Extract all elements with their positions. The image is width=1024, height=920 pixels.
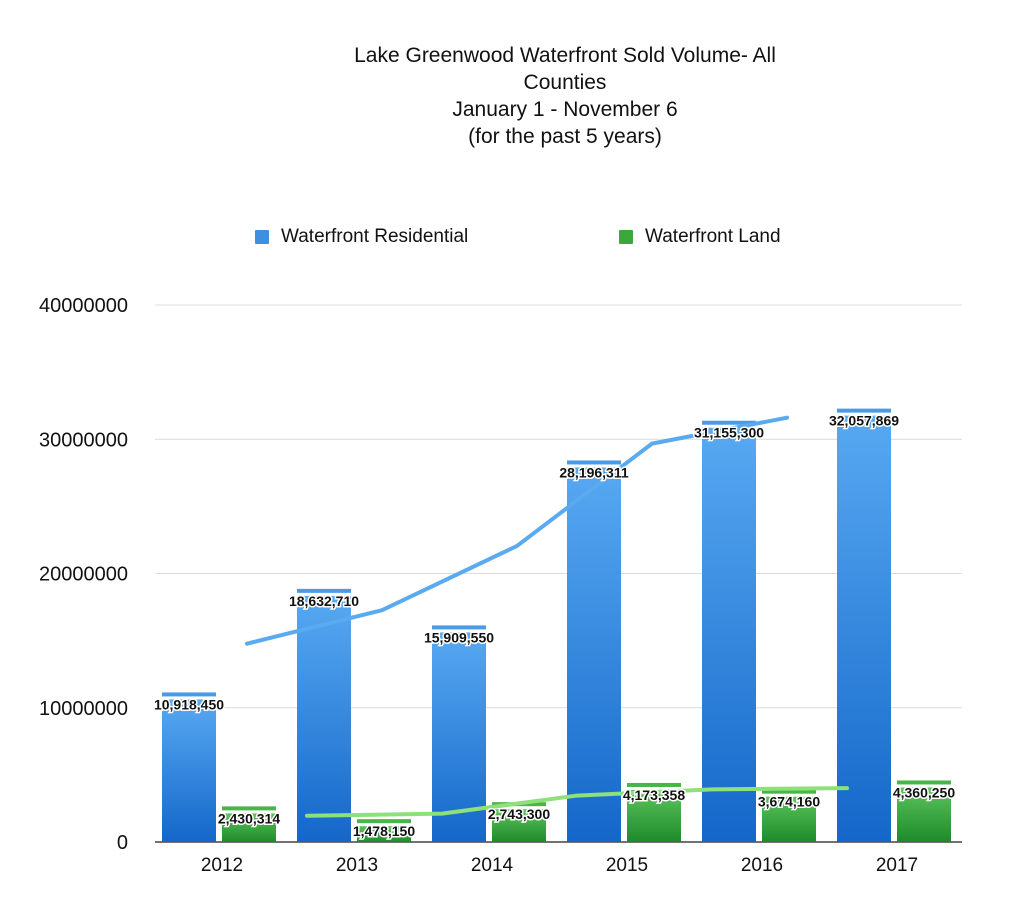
trendline-land [305, 786, 849, 818]
bar-cap-residential-2014 [432, 625, 486, 630]
gridlines [155, 304, 962, 843]
chart-title: Lake Greenwood Waterfront Sold Volume- A… [0, 42, 1024, 150]
trendline-residential [245, 415, 789, 646]
bar-cap-land-2017 [897, 780, 951, 785]
trendlines [245, 415, 849, 818]
bar-residential-2016 [702, 427, 756, 842]
legend-item-land: Waterfront Land [619, 226, 781, 248]
chart-legend: Waterfront Residential Waterfront Land [0, 226, 1024, 252]
x-tick-label: 2012 [201, 855, 243, 876]
data-label-residential-2013: 18,632,710 [289, 593, 359, 609]
x-tick-label: 2013 [336, 855, 378, 876]
bar-residential-2017 [837, 415, 891, 842]
y-tick-label: 40000000 [39, 295, 128, 317]
bar-land-2015 [627, 789, 681, 842]
bar-cap-residential-2015 [567, 460, 621, 465]
data-label-land-2014: 2,743,300 [488, 806, 550, 822]
legend-item-residential: Waterfront Residential [255, 226, 468, 248]
data-label-residential-2017: 32,057,869 [829, 413, 899, 429]
bars [162, 408, 951, 842]
data-label-land-2017: 4,360,250 [893, 784, 955, 800]
bar-cap-residential-2013 [297, 588, 351, 593]
bar-cap-residential-2016 [702, 420, 756, 425]
x-tick-label: 2016 [741, 855, 783, 876]
bar-land-2017 [897, 787, 951, 842]
bar-cap-residential-2017 [837, 408, 891, 413]
data-label-land-2015: 4,173,358 [623, 787, 685, 803]
bar-cap-land-2012 [222, 806, 276, 811]
x-tick-label: 2017 [876, 855, 918, 876]
data-label-land-2013: 1,478,150 [353, 823, 415, 839]
data-label-land-2016: 3,674,160 [758, 794, 820, 810]
legend-swatch-land [619, 230, 633, 244]
y-tick-label: 0 [117, 832, 128, 854]
data-label-land-2012: 2,430,314 [218, 810, 280, 826]
x-tick-label: 2014 [471, 855, 514, 876]
legend-label-residential: Waterfront Residential [281, 226, 469, 247]
title-line-2: Counties [523, 71, 607, 94]
bar-cap-land-2016 [762, 789, 816, 794]
y-tick-label: 20000000 [39, 564, 128, 586]
data-label-residential-2015: 28,196,311 [559, 464, 629, 480]
bar-residential-2015 [567, 467, 621, 842]
y-tick-label: 30000000 [39, 429, 128, 451]
data-labels: 10,918,450 2,430,314 18,632,710 1,478,150 15… [152, 411, 956, 841]
bar-land-2016 [762, 796, 816, 842]
data-label-residential-2012: 10,918,450 [154, 696, 224, 712]
bar-land-2012 [222, 813, 276, 842]
data-label-residential-2016: 31,155,300 [694, 425, 764, 441]
x-axis-ticks: 2012 2013 2014 2015 2016 2017 [201, 855, 918, 876]
bar-land-2014 [492, 809, 546, 842]
x-tick-label: 2015 [606, 855, 648, 876]
y-axis-ticks: 0 10000000 20000000 30000000 40000000 [39, 295, 128, 854]
bar-cap-land-2013 [357, 819, 411, 824]
legend-label-land: Waterfront Land [645, 226, 781, 247]
bar-land-2013 [357, 826, 411, 842]
bar-cap-land-2015 [627, 782, 681, 787]
title-line-1: Lake Greenwood Waterfront Sold Volume- A… [354, 44, 776, 67]
data-label-residential-2014: 15,909,550 [424, 629, 494, 645]
bar-residential-2013 [297, 595, 351, 842]
title-line-3: January 1 - November 6 [452, 98, 678, 121]
y-tick-label: 10000000 [39, 698, 128, 720]
title-line-4: (for the past 5 years) [468, 125, 662, 148]
bar-residential-2012 [162, 699, 216, 842]
legend-swatch-residential [255, 230, 269, 244]
bar-cap-residential-2012 [162, 692, 216, 697]
